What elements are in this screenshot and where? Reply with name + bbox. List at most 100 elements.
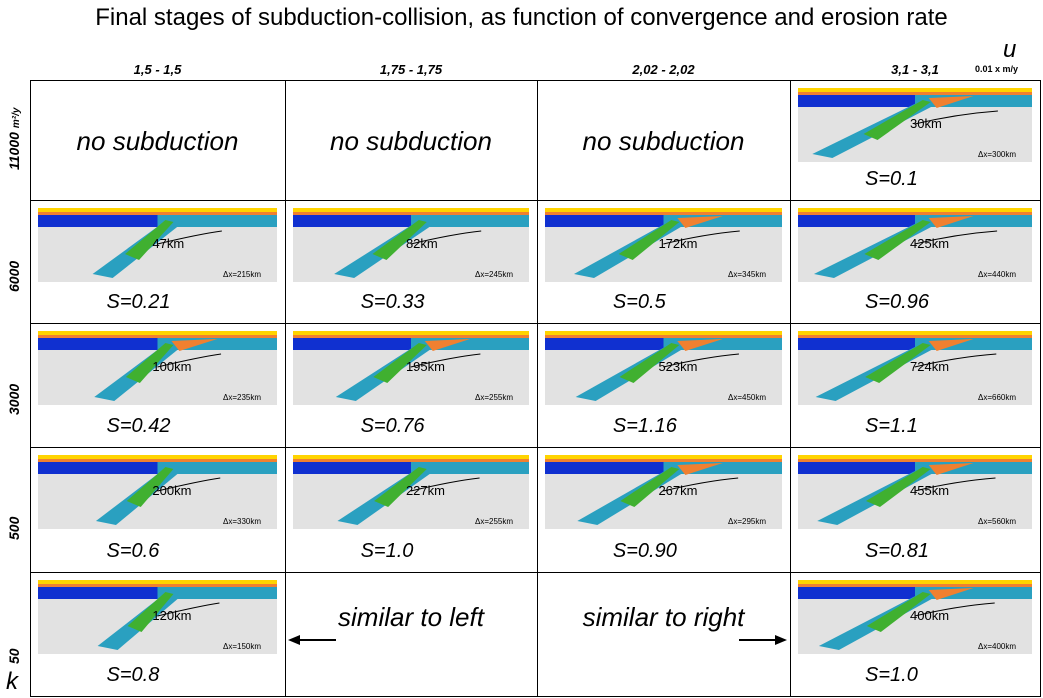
column-header: 1,75 - 1,75 [379, 62, 443, 77]
wedge [373, 343, 427, 383]
sediment-yellow [38, 331, 277, 335]
white-top [293, 327, 529, 331]
crust-orange [293, 212, 529, 215]
crust-orange [545, 335, 782, 338]
s-value: S=0.5 [612, 291, 666, 313]
column-header: 3,1 - 3,1 [891, 62, 939, 77]
melt [677, 463, 723, 475]
crust-orange [293, 335, 529, 338]
row-label: 6000 [6, 260, 22, 291]
melt [928, 96, 974, 108]
arrow-head [288, 635, 300, 645]
dx-label: Δx=345km [728, 270, 767, 279]
white-top [798, 327, 1032, 331]
distance-arc [157, 602, 220, 617]
distance-label: 227km [405, 483, 445, 498]
row-value: 6000 [6, 260, 22, 292]
white-top [38, 451, 277, 455]
arrow [739, 635, 787, 645]
figure-title: Final stages of subduction-collision, as… [95, 4, 948, 31]
row-label: 500 [6, 516, 22, 539]
crust-orange [293, 459, 529, 462]
white-top [38, 204, 277, 208]
dx-label: Δx=400km [978, 642, 1017, 651]
plate-left [38, 462, 158, 474]
s-value: S=0.96 [865, 291, 929, 313]
plate-right [157, 215, 277, 227]
wedge [374, 467, 427, 507]
plate-right [157, 462, 277, 474]
crust-orange [798, 459, 1032, 462]
model-image [545, 327, 782, 405]
distance-label: 523km [658, 359, 698, 374]
white-top [38, 327, 277, 331]
sediment-yellow [545, 331, 782, 335]
dx-label: Δx=255km [475, 393, 514, 402]
distance-arc [157, 230, 222, 245]
distance-label: 195km [405, 359, 445, 374]
sediment-yellow [293, 208, 529, 212]
white-top [293, 451, 529, 455]
sediment-yellow [38, 455, 277, 459]
distance-label: 200km [152, 483, 192, 498]
dx-label: Δx=450km [728, 393, 767, 402]
melt [928, 588, 974, 600]
model-image [293, 327, 529, 405]
model-image [293, 204, 529, 282]
k-label: k [6, 668, 18, 695]
dx-label: Δx=245km [475, 270, 514, 279]
white-top [798, 204, 1032, 208]
crust-orange [38, 335, 277, 338]
sediment-yellow [798, 455, 1032, 459]
distance-arc [914, 230, 998, 245]
arrow-head [775, 635, 787, 645]
plate-left [798, 587, 915, 599]
white-top [293, 204, 529, 208]
model-image [798, 204, 1032, 282]
melt [171, 339, 218, 351]
white-top [545, 327, 782, 331]
distance-label: 172km [658, 236, 698, 251]
row-value: 50 [6, 648, 22, 664]
u-label: u [1003, 36, 1017, 63]
distance-arc [914, 477, 996, 492]
wedge [125, 343, 174, 383]
s-value: S=0.1 [865, 168, 918, 190]
wedge [126, 467, 174, 507]
sediment-yellow [798, 331, 1032, 335]
sediment-yellow [798, 208, 1032, 212]
white-top [38, 576, 277, 580]
model-image [798, 84, 1032, 162]
crust-orange [798, 584, 1032, 587]
distance-label: 455km [910, 483, 950, 498]
s-value: S=0.81 [865, 540, 929, 562]
plate-left [798, 95, 915, 107]
row-unit: m²/y [11, 107, 22, 129]
wedge [125, 220, 174, 260]
plate-left [293, 215, 411, 227]
distance-label: 120km [152, 608, 192, 623]
melt [677, 216, 723, 228]
plate-left [38, 215, 158, 227]
s-value: S=0.76 [360, 415, 425, 437]
dx-label: Δx=660km [978, 393, 1017, 402]
s-value: S=1.0 [360, 540, 414, 562]
distance-arc [914, 353, 997, 368]
dx-label: Δx=300km [978, 150, 1017, 159]
crust-orange [38, 459, 277, 462]
column-header: 2,02 - 2,02 [632, 62, 695, 77]
dx-label: Δx=235km [223, 393, 262, 402]
sediment-yellow [38, 208, 277, 212]
plate-right [157, 587, 277, 599]
wedge [372, 220, 427, 260]
plate-left [545, 215, 664, 227]
s-value: S=1.16 [612, 415, 677, 437]
crust-orange [38, 212, 277, 215]
column-header: 1,5 - 1,5 [133, 62, 182, 77]
s-value: S=1.0 [865, 664, 918, 686]
sediment-yellow [798, 88, 1032, 92]
wedge [619, 343, 680, 383]
s-value: S=1.1 [865, 415, 918, 437]
white-top [545, 204, 782, 208]
